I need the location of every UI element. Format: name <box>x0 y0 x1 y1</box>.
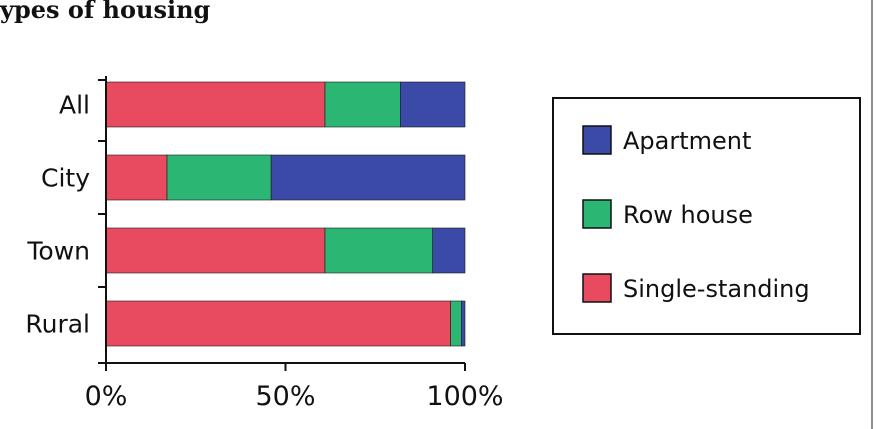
category-label-all: All <box>59 91 90 120</box>
bar-city-apartment <box>270 154 466 201</box>
x-tick-label-50: 50% <box>255 381 315 412</box>
legend-swatch-single-standing <box>582 273 612 303</box>
legend-label-apartment: Apartment <box>623 127 751 155</box>
bar-rural-row-house <box>450 300 462 347</box>
legend: Apartment Row house Single-standing <box>552 97 861 335</box>
legend-label-row-house: Row house <box>623 201 753 229</box>
bar-town-single-standing <box>105 227 326 274</box>
bar-city-row-house <box>166 154 272 201</box>
x-tick-label-0: 0% <box>85 381 128 412</box>
bar-rural-apartment <box>461 300 466 347</box>
bar-city-single-standing <box>105 154 168 201</box>
category-label-city: City <box>41 164 90 193</box>
bar-all-single-standing <box>105 81 326 128</box>
bar-all-apartment <box>400 81 466 128</box>
axes: All City Town Rural 0% 50% 100% <box>25 76 504 412</box>
legend-label-single-standing: Single-standing <box>623 275 810 303</box>
legend-swatch-apartment <box>582 125 612 155</box>
bar-town-apartment <box>432 227 466 274</box>
bar-all-row-house <box>324 81 401 128</box>
plot-area <box>105 81 466 347</box>
chart-title: ypes of housing <box>0 0 211 24</box>
category-label-rural: Rural <box>25 310 90 339</box>
category-label-town: Town <box>26 237 90 266</box>
bar-town-row-house <box>324 227 433 274</box>
x-tick-label-100: 100% <box>426 381 503 412</box>
legend-swatch-row-house <box>582 199 612 229</box>
bar-rural-single-standing <box>105 300 451 347</box>
